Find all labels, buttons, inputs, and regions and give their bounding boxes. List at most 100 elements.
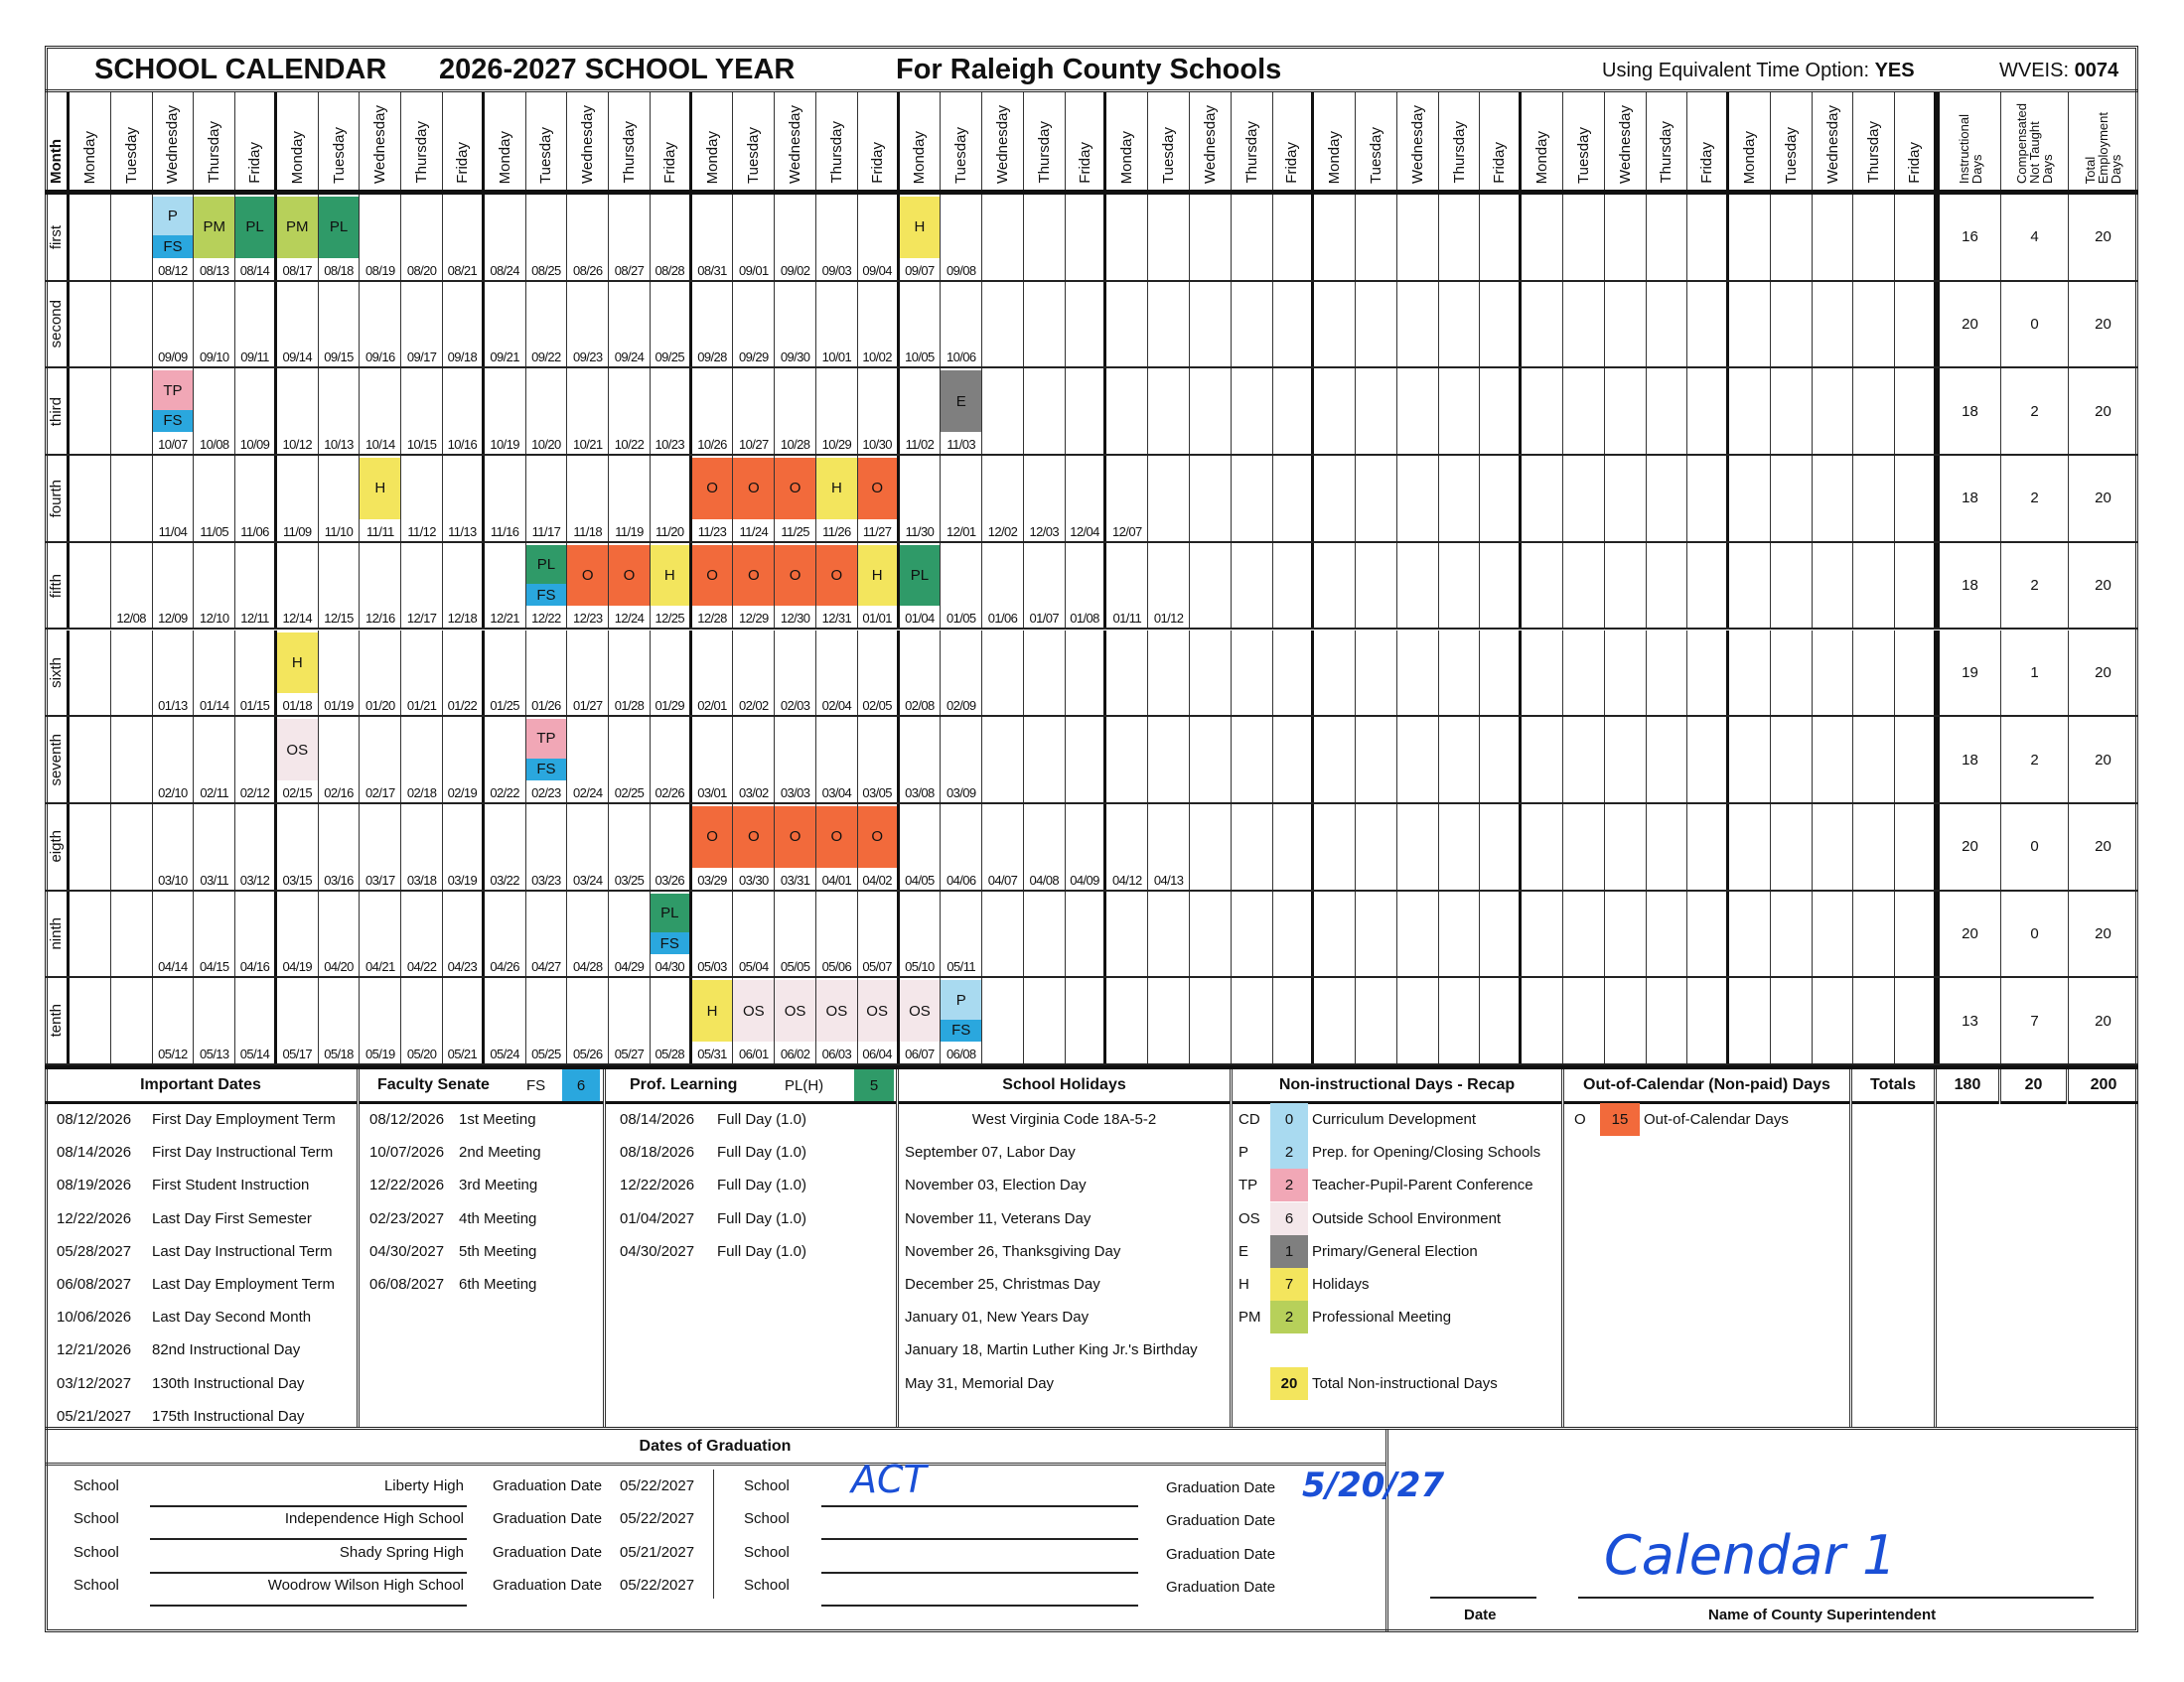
day-cell[interactable]: 11/19 (609, 456, 651, 541)
day-cell[interactable]: 10/09 (235, 368, 277, 455)
day-cell[interactable]: 09/30 (775, 281, 816, 367)
day-cell[interactable]: 03/19 (443, 803, 485, 890)
day-cell[interactable]: 11/13 (443, 456, 485, 541)
day-cell[interactable]: 12/14 (277, 542, 319, 629)
day-cell[interactable]: 08/31 (692, 195, 734, 280)
day-cell[interactable]: 10/08 (194, 368, 236, 455)
day-cell[interactable]: 04/13 (1148, 803, 1190, 890)
day-cell[interactable]: 11/20 (651, 456, 692, 541)
day-cell[interactable]: OS 06/04 (857, 978, 900, 1063)
day-cell[interactable]: 09/03 (816, 195, 858, 280)
day-cell[interactable]: H 05/31 (691, 978, 734, 1063)
day-cell[interactable]: 04/21 (360, 891, 402, 977)
day-cell[interactable]: 09/14 (277, 281, 319, 367)
day-cell[interactable]: 04/14 (153, 891, 195, 977)
day-cell[interactable]: 10/22 (609, 368, 651, 455)
day-cell[interactable]: TP FS 02/23 (525, 717, 568, 802)
day-cell[interactable]: 09/10 (194, 281, 236, 367)
day-cell[interactable]: OS 06/07 (899, 978, 942, 1063)
day-cell[interactable]: 02/24 (567, 717, 610, 802)
day-cell[interactable]: H 11/26 (816, 456, 858, 541)
day-cell[interactable]: 11/05 (194, 456, 236, 541)
day-cell[interactable]: H 12/25 (650, 542, 692, 629)
day-cell[interactable]: 08/20 (401, 195, 443, 280)
day-cell[interactable]: 05/28 (651, 978, 692, 1063)
day-cell[interactable]: 02/10 (153, 717, 195, 802)
day-cell[interactable]: 10/16 (443, 368, 485, 455)
day-cell[interactable]: O 03/31 (775, 803, 816, 890)
day-cell[interactable]: 08/27 (609, 195, 651, 280)
day-cell[interactable]: 04/28 (567, 891, 610, 977)
day-cell[interactable]: 12/21 (485, 542, 526, 629)
day-cell[interactable]: 10/06 (941, 281, 983, 367)
day-cell[interactable]: 04/27 (526, 891, 568, 977)
day-cell[interactable]: 04/07 (982, 803, 1024, 890)
day-cell[interactable]: 02/17 (360, 717, 402, 802)
day-cell[interactable]: 01/08 (1066, 542, 1107, 629)
day-cell[interactable]: 08/21 (443, 195, 485, 280)
day-cell[interactable]: 12/04 (1066, 456, 1107, 541)
day-cell[interactable]: OS 06/03 (816, 978, 858, 1063)
day-cell[interactable]: 05/19 (360, 978, 402, 1063)
day-cell[interactable]: H 01/18 (276, 630, 319, 716)
day-cell[interactable]: 09/23 (567, 281, 610, 367)
day-cell[interactable]: 03/04 (816, 717, 858, 802)
day-cell[interactable]: 05/24 (485, 978, 526, 1063)
day-cell[interactable]: 02/25 (609, 717, 651, 802)
day-cell[interactable]: 09/04 (858, 195, 900, 280)
day-cell[interactable]: 01/05 (941, 542, 983, 629)
day-cell[interactable]: 09/25 (651, 281, 692, 367)
day-cell[interactable]: O 03/29 (691, 803, 734, 890)
day-cell[interactable]: 02/05 (858, 630, 900, 716)
day-cell[interactable]: 12/02 (982, 456, 1024, 541)
day-cell[interactable]: 02/09 (941, 630, 983, 716)
day-cell[interactable]: 04/09 (1066, 803, 1107, 890)
day-cell[interactable]: 03/22 (485, 803, 526, 890)
day-cell[interactable]: 12/01 (941, 456, 983, 541)
day-cell[interactable]: O 12/29 (733, 542, 776, 629)
day-cell[interactable]: 11/17 (526, 456, 568, 541)
day-cell[interactable]: OS 06/01 (733, 978, 776, 1063)
day-cell[interactable]: 11/02 (900, 368, 942, 455)
day-cell[interactable]: 04/15 (194, 891, 236, 977)
day-cell[interactable]: 09/21 (485, 281, 526, 367)
day-cell[interactable]: PM 08/17 (276, 195, 319, 280)
day-cell[interactable]: 12/08 (111, 542, 153, 629)
day-cell[interactable]: O 03/30 (733, 803, 776, 890)
day-cell[interactable]: PL FS 12/22 (525, 542, 568, 629)
day-cell[interactable]: 10/30 (858, 368, 900, 455)
day-cell[interactable]: O 11/25 (775, 456, 816, 541)
day-cell[interactable]: 10/02 (858, 281, 900, 367)
day-cell[interactable]: 03/03 (775, 717, 816, 802)
day-cell[interactable]: 09/02 (775, 195, 816, 280)
day-cell[interactable]: 01/21 (401, 630, 443, 716)
day-cell[interactable]: 04/16 (235, 891, 277, 977)
day-cell[interactable]: 03/18 (401, 803, 443, 890)
day-cell[interactable]: 01/15 (235, 630, 277, 716)
day-cell[interactable]: 02/01 (692, 630, 734, 716)
day-cell[interactable]: 09/29 (733, 281, 776, 367)
day-cell[interactable]: 09/16 (360, 281, 402, 367)
day-cell[interactable]: 12/10 (194, 542, 236, 629)
day-cell[interactable]: 10/23 (651, 368, 692, 455)
day-cell[interactable]: 09/28 (692, 281, 734, 367)
school-input-line[interactable] (821, 1605, 1138, 1607)
day-cell[interactable]: O 12/23 (567, 542, 610, 629)
day-cell[interactable]: 09/01 (733, 195, 776, 280)
day-cell[interactable]: 03/05 (858, 717, 900, 802)
day-cell[interactable]: 04/23 (443, 891, 485, 977)
day-cell[interactable]: O 12/30 (775, 542, 816, 629)
school-input-line[interactable] (821, 1572, 1138, 1574)
day-cell[interactable]: 04/19 (277, 891, 319, 977)
day-cell[interactable]: 01/19 (319, 630, 361, 716)
day-cell[interactable]: 02/11 (194, 717, 236, 802)
day-cell[interactable]: 12/17 (401, 542, 443, 629)
day-cell[interactable]: O 12/24 (609, 542, 651, 629)
day-cell[interactable]: 11/06 (235, 456, 277, 541)
day-cell[interactable]: O 12/31 (816, 542, 858, 629)
day-cell[interactable]: 03/15 (277, 803, 319, 890)
day-cell[interactable]: 10/28 (775, 368, 816, 455)
day-cell[interactable]: 02/16 (319, 717, 361, 802)
day-cell[interactable]: 03/25 (609, 803, 651, 890)
day-cell[interactable]: OS 06/02 (775, 978, 816, 1063)
